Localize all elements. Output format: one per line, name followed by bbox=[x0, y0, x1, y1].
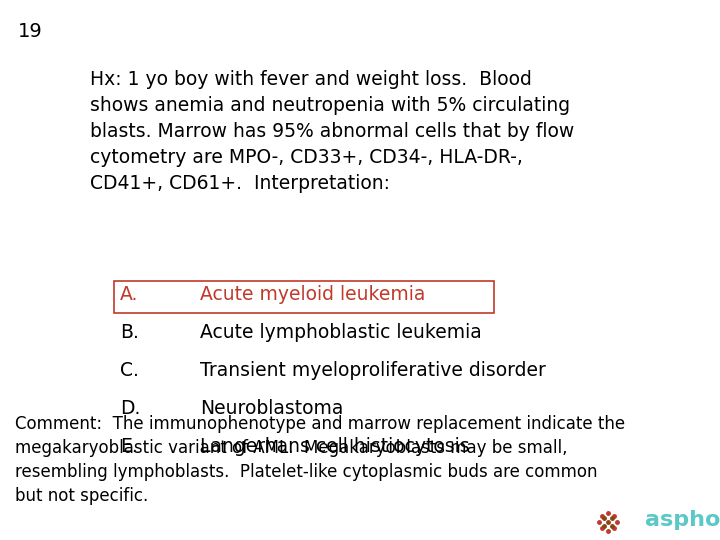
Text: Hx: 1 yo boy with fever and weight loss.  Blood: Hx: 1 yo boy with fever and weight loss.… bbox=[90, 70, 532, 89]
Text: shows anemia and neutropenia with 5% circulating: shows anemia and neutropenia with 5% cir… bbox=[90, 96, 570, 115]
Text: Acute myeloid leukemia: Acute myeloid leukemia bbox=[200, 285, 426, 304]
Text: A.: A. bbox=[120, 285, 138, 304]
Text: D.: D. bbox=[120, 399, 140, 418]
Text: blasts. Marrow has 95% abnormal cells that by flow: blasts. Marrow has 95% abnormal cells th… bbox=[90, 122, 575, 141]
Text: Transient myeloproliferative disorder: Transient myeloproliferative disorder bbox=[200, 361, 546, 380]
Text: B.: B. bbox=[120, 323, 139, 342]
Text: E.: E. bbox=[120, 437, 138, 456]
Text: but not specific.: but not specific. bbox=[15, 487, 148, 505]
Text: Neuroblastoma: Neuroblastoma bbox=[200, 399, 343, 418]
Text: Acute lymphoblastic leukemia: Acute lymphoblastic leukemia bbox=[200, 323, 482, 342]
Text: megakaryoblastic variant of AML.  Megakaryoblasts may be small,: megakaryoblastic variant of AML. Megakar… bbox=[15, 439, 567, 457]
Text: cytometry are MPO-, CD33+, CD34-, HLA-DR-,: cytometry are MPO-, CD33+, CD34-, HLA-DR… bbox=[90, 148, 523, 167]
Text: resembling lymphoblasts.  Platelet-like cytoplasmic buds are common: resembling lymphoblasts. Platelet-like c… bbox=[15, 463, 598, 481]
Text: 19: 19 bbox=[18, 22, 42, 41]
Text: C.: C. bbox=[120, 361, 139, 380]
Text: CD41+, CD61+.  Interpretation:: CD41+, CD61+. Interpretation: bbox=[90, 174, 390, 193]
Bar bbox=[114, 281, 494, 313]
Text: aspho: aspho bbox=[645, 510, 720, 530]
Text: Langerhans cell histiocytosis: Langerhans cell histiocytosis bbox=[200, 437, 469, 456]
Text: Comment:  The immunophenotype and marrow replacement indicate the: Comment: The immunophenotype and marrow … bbox=[15, 415, 625, 433]
